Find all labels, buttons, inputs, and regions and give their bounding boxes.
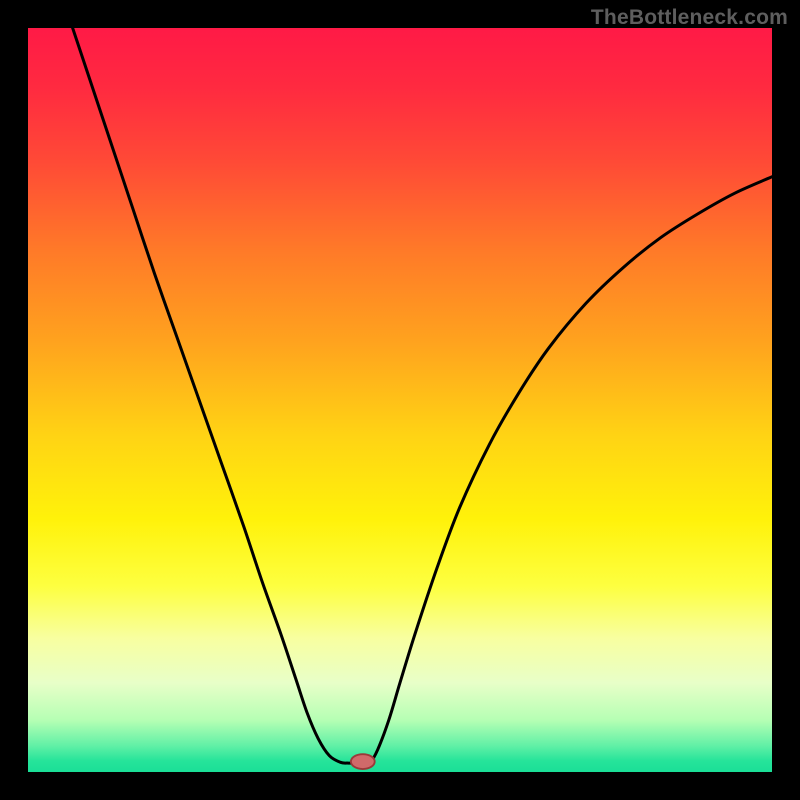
bottleneck-curve-chart xyxy=(28,28,772,772)
optimum-marker xyxy=(351,754,375,769)
plot-area xyxy=(28,28,772,772)
gradient-background xyxy=(28,28,772,772)
chart-outer: TheBottleneck.com xyxy=(0,0,800,800)
watermark-text: TheBottleneck.com xyxy=(591,6,788,30)
